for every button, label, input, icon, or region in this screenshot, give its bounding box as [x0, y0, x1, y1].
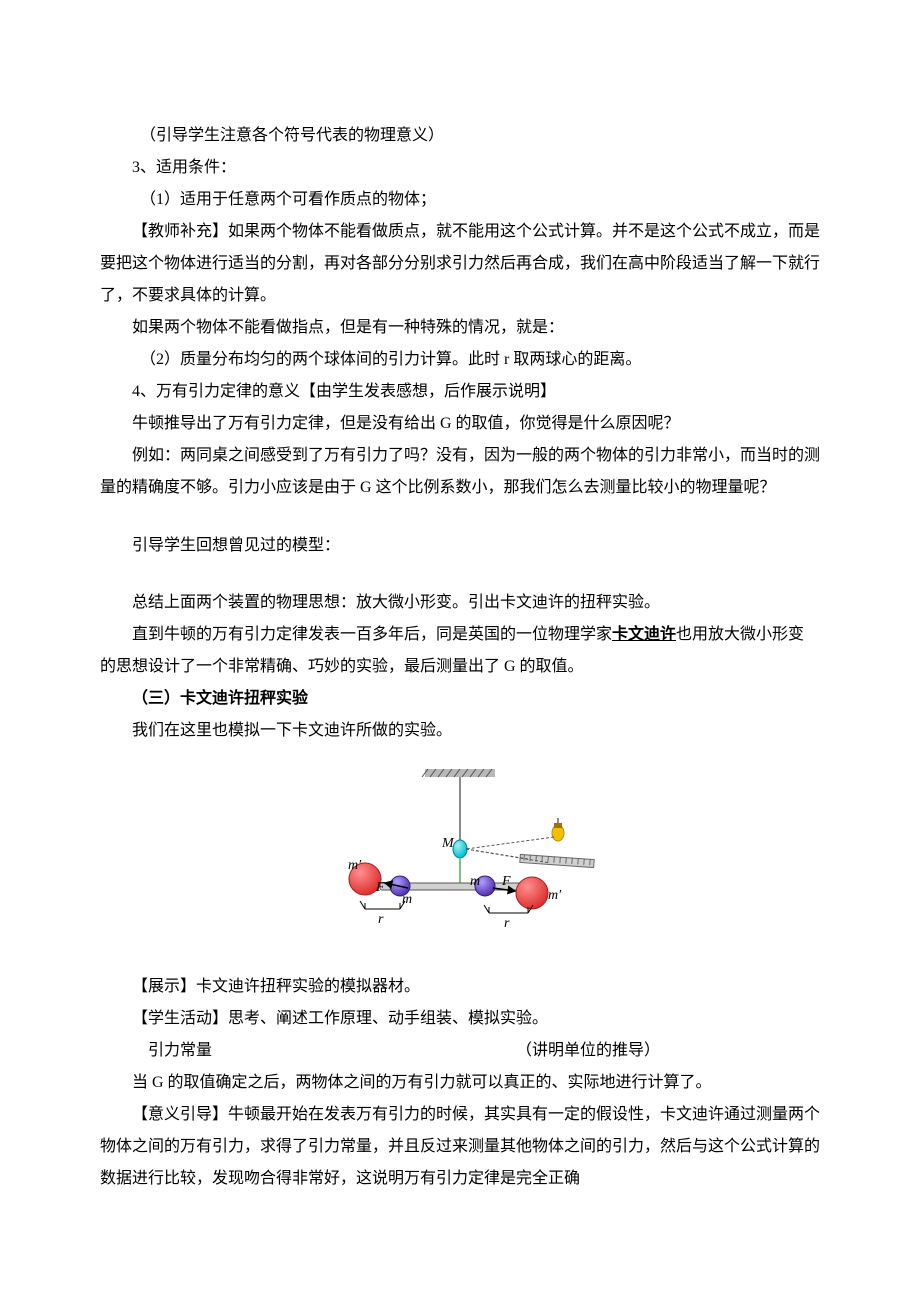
para-display: 【展示】卡文迪许扭秤实验的模拟器材。: [100, 971, 820, 1003]
label-F-right: F: [501, 874, 511, 889]
para-significance-guide: 【意义引导】牛顿最开始在发表万有引力的时候，其实具有一定的假设性，卡文迪许通过测…: [100, 1099, 820, 1195]
gconst-unit-note: （讲明单位的推导）: [484, 1035, 660, 1067]
label-r-left: r: [378, 912, 384, 927]
para-g-determined: 当 G 的取值确定之后，两物体之间的万有引力就可以真正的、实际地进行计算了。: [100, 1067, 820, 1099]
label-m-right: m: [470, 874, 480, 889]
para-cond-2: （2）质量分布均匀的两个球体间的引力计算。此时 r 取两球心的距离。: [100, 344, 820, 376]
para-symbols: （引导学生注意各个符号代表的物理意义）: [100, 120, 820, 152]
label-m-left: m: [402, 892, 412, 907]
ceiling-mount: [422, 769, 495, 777]
projection-screen: [520, 855, 594, 868]
label-m-prime-left: m′: [348, 858, 362, 873]
r-bracket-left: [365, 903, 400, 909]
para-summary: 总结上面两个装置的物理思想：放大微小形变。引出卡文迪许的扭秤实验。: [100, 587, 820, 619]
para-significance: 4、万有引力定律的意义【由学生发表感想，后作展示说明】: [100, 376, 820, 408]
spacer-1: [100, 504, 820, 530]
page-container: （引导学生注意各个符号代表的物理意义） 3、适用条件： （1）适用于任意两个可看…: [0, 0, 920, 1235]
section-heading-3: （三）卡文迪许扭秤实验: [100, 683, 820, 715]
para-special-case: 如果两个物体不能看做指点，但是有一种特殊的情况，就是：: [100, 312, 820, 344]
para-cond-1: （1）适用于任意两个可看作质点的物体；: [100, 184, 820, 216]
torsion-balance-svg: M: [310, 763, 610, 943]
light-source: [552, 818, 564, 841]
para-simulate: 我们在这里也模拟一下卡文迪许所做的实验。: [100, 715, 820, 747]
spacer-2: [100, 562, 820, 588]
para-cavendish-intro: 直到牛顿的万有引力定律发表一百多年后，同是英国的一位物理学家卡文迪许也用放大微小…: [100, 619, 820, 683]
torsion-balance-figure: M: [100, 763, 820, 955]
r-bracket-right: [489, 907, 528, 913]
label-F-left: F: [375, 880, 385, 895]
para-g-question: 牛顿推导出了万有引力定律，但是没有给出 G 的取值，你觉得是什么原因呢？: [100, 408, 820, 440]
large-mass-right: [516, 877, 548, 909]
label-m-prime-right: m′: [548, 888, 562, 903]
para-recall-model: 引导学生回想曾见过的模型：: [100, 530, 820, 562]
para-conditions-heading: 3、适用条件：: [100, 152, 820, 184]
label-M: M: [441, 836, 455, 851]
cavendish-name: 卡文迪许: [612, 626, 676, 643]
light-ray-in: [466, 837, 554, 849]
para-example: 例如：两同桌之间感受到了万有引力了吗？没有，因为一般的两个物体的引力非常小，而当…: [100, 440, 820, 504]
cavendish-intro-a: 直到牛顿的万有引力定律发表一百多年后，同是英国的一位物理学家: [132, 626, 612, 643]
label-r-right: r: [504, 916, 510, 931]
gconst-label: 引力常量: [100, 1035, 212, 1067]
para-student-activity: 【学生活动】思考、阐述工作原理、动手组装、模拟实验。: [100, 1003, 820, 1035]
mirror-bead: [453, 840, 467, 858]
para-gravitational-constant: 引力常量 （讲明单位的推导）: [100, 1035, 820, 1067]
para-teacher-supplement: 【教师补充】如果两个物体不能看做质点，就不能用这个公式计算。并不是这个公式不成立…: [100, 216, 820, 312]
